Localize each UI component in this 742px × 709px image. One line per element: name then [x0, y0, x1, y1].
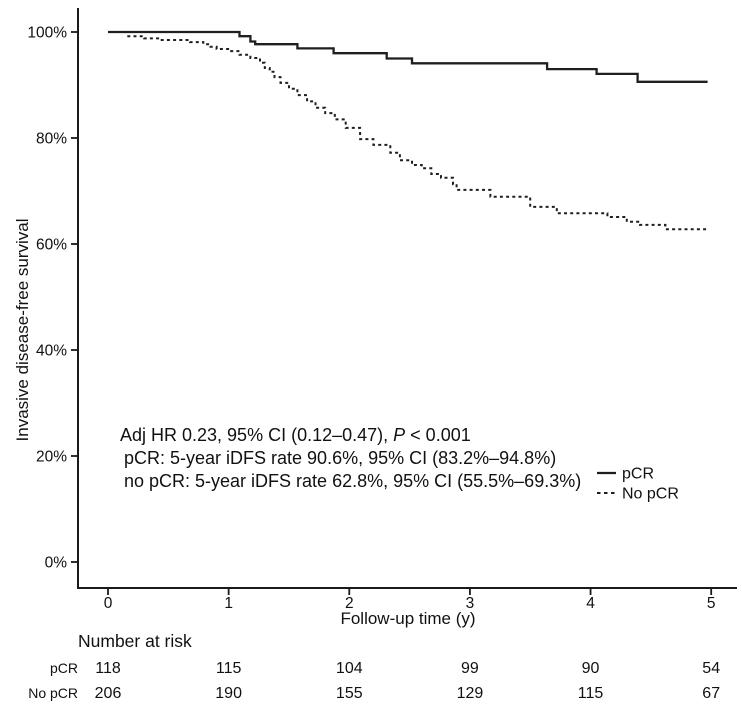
risk-row-label: pCR: [50, 660, 78, 676]
y-tick-label: 60%: [36, 237, 67, 254]
no-pcr-curve: [127, 35, 708, 231]
stats-annotation: Adj HR 0.23, 95% CI (0.12–0.47), P < 0.0…: [120, 425, 581, 491]
x-tick-label: 4: [586, 595, 595, 612]
annotation-line: Adj HR 0.23, 95% CI (0.12–0.47), P < 0.0…: [120, 425, 471, 445]
risk-table-rows: pCR 118 115 104 99 90 54 No pCR 206 190 155 129 115 6…: [28, 660, 720, 702]
risk-value: 54: [702, 660, 720, 677]
x-axis-title: Follow-up time (y): [340, 609, 475, 628]
risk-value: 155: [336, 685, 363, 702]
survival-curves: [108, 30, 708, 231]
annotation-line: no pCR: 5-year iDFS rate 62.8%, 95% CI (…: [124, 471, 581, 491]
risk-table-title: Number at risk: [78, 631, 192, 651]
risk-value: 129: [457, 685, 484, 702]
legend: pCR No pCR: [597, 466, 679, 503]
risk-value: 118: [95, 660, 121, 677]
pcr-curve: [108, 30, 708, 83]
legend-label: pCR: [622, 466, 654, 483]
x-tick-label: 5: [707, 595, 716, 612]
y-tick-label: 80%: [36, 131, 67, 148]
y-tick-label: 20%: [36, 449, 67, 466]
y-tick-label: 100%: [27, 25, 67, 42]
legend-label: No pCR: [622, 486, 679, 503]
x-tick-label: 1: [224, 595, 233, 612]
risk-value: 67: [702, 685, 720, 702]
risk-value: 104: [336, 660, 363, 677]
annotation-line: pCR: 5-year iDFS rate 90.6%, 95% CI (83.…: [124, 448, 556, 468]
risk-value: 90: [582, 660, 600, 677]
risk-value: 206: [95, 685, 122, 702]
risk-value: 190: [215, 685, 242, 702]
risk-value: 99: [461, 660, 479, 677]
y-tick-label: 0%: [45, 555, 68, 572]
x-axis-ticks: 0 1 2 3 4 5: [104, 588, 716, 612]
y-axis-ticks: 0% 20% 40% 60% 80% 100%: [27, 25, 78, 572]
risk-value: 115: [216, 660, 242, 677]
x-tick-label: 3: [466, 595, 475, 612]
x-tick-label: 0: [104, 595, 113, 612]
risk-row-label: No pCR: [28, 685, 78, 701]
risk-value: 115: [578, 685, 604, 702]
y-tick-label: 40%: [36, 343, 67, 360]
y-axis-title: Invasive disease-free survival: [13, 219, 32, 442]
x-tick-label: 2: [345, 595, 354, 612]
